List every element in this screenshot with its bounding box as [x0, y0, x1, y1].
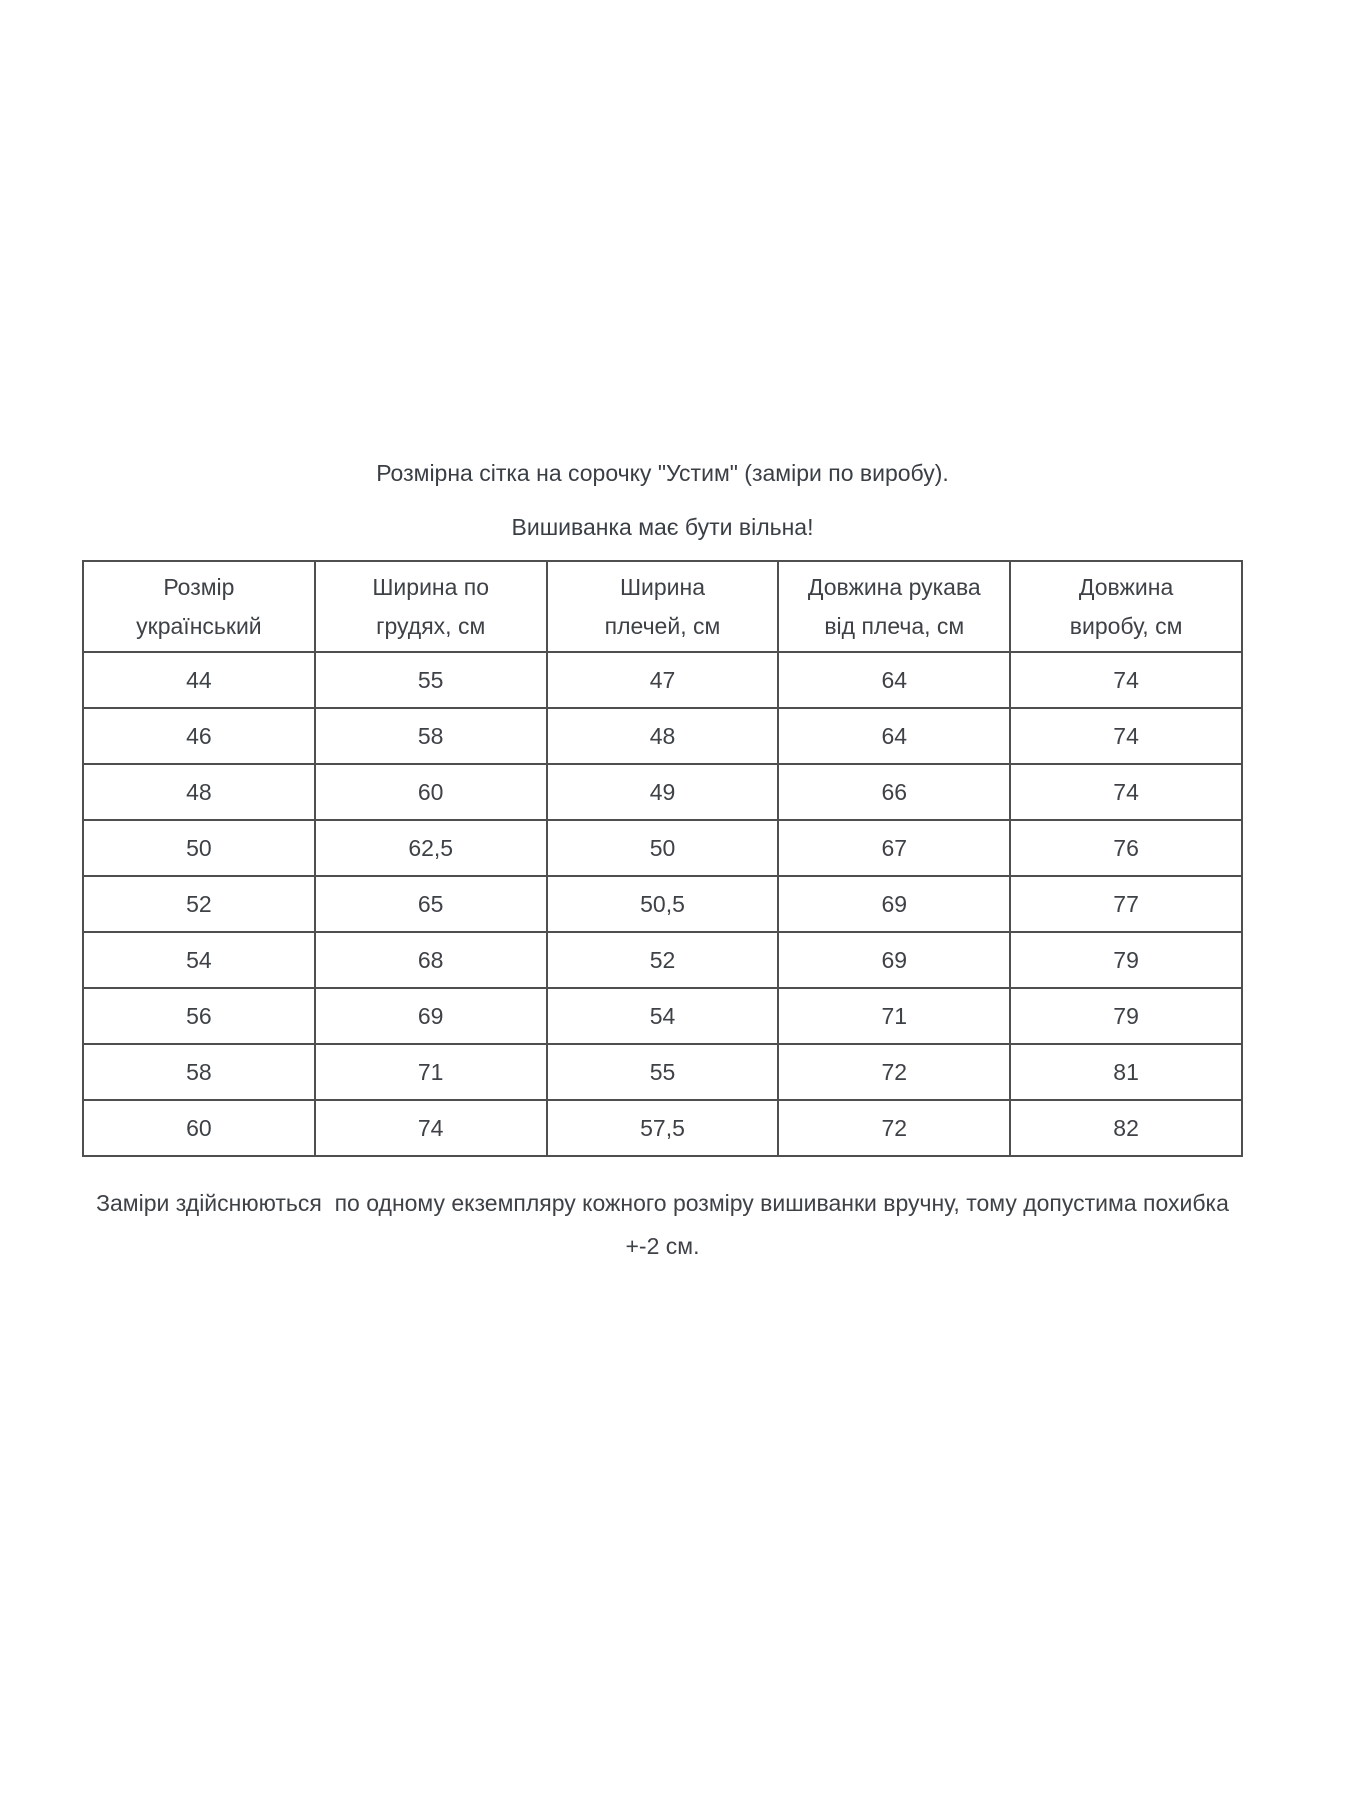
- table-cell: 50: [545, 819, 780, 877]
- column-header-size: Розмір український: [82, 560, 316, 653]
- table-cell: 54: [545, 987, 780, 1045]
- column-header-line: Ширина по: [372, 573, 490, 600]
- table-cell: 68: [313, 931, 548, 989]
- table-cell: 74: [313, 1099, 548, 1157]
- table-header-row: Розмір український Ширина по грудях, см …: [82, 560, 1243, 653]
- table-cell: 54: [82, 931, 316, 989]
- column-header-sleeve-length: Довжина рукава від плеча, см: [777, 560, 1012, 653]
- table-cell: 62,5: [313, 819, 548, 877]
- table-cell: 58: [82, 1043, 316, 1101]
- table-cell: 72: [777, 1043, 1012, 1101]
- table-cell: 52: [545, 931, 780, 989]
- column-header-garment-length: Довжина виробу, см: [1009, 560, 1243, 653]
- table-cell: 60: [313, 763, 548, 821]
- column-header-line: Ширина: [619, 573, 706, 600]
- column-header-line: Довжина: [1078, 573, 1174, 600]
- table-row: 52 65 50,5 69 77: [82, 875, 1243, 933]
- size-table: Розмір український Ширина по грудях, см …: [82, 560, 1243, 1157]
- table-cell: 81: [1009, 1043, 1243, 1101]
- table-row: 56 69 54 71 79: [82, 987, 1243, 1045]
- table-cell: 79: [1009, 931, 1243, 989]
- column-header-chest-width: Ширина по грудях, см: [313, 560, 548, 653]
- table-cell: 50,5: [545, 875, 780, 933]
- table-cell: 72: [777, 1099, 1012, 1157]
- table-cell: 77: [1009, 875, 1243, 933]
- column-header-line: плечей, см: [604, 612, 721, 639]
- table-cell: 82: [1009, 1099, 1243, 1157]
- table-cell: 74: [1009, 651, 1243, 709]
- column-header-line: грудях, см: [376, 612, 486, 639]
- table-cell: 65: [313, 875, 548, 933]
- table-row: 46 58 48 64 74: [82, 707, 1243, 765]
- table-cell: 74: [1009, 707, 1243, 765]
- table-row: 58 71 55 72 81: [82, 1043, 1243, 1101]
- table-cell: 64: [777, 707, 1012, 765]
- size-table-header: Розмір український Ширина по грудях, см …: [82, 560, 1243, 653]
- table-cell: 74: [1009, 763, 1243, 821]
- table-cell: 50: [82, 819, 316, 877]
- table-cell: 69: [777, 931, 1012, 989]
- table-cell: 71: [313, 1043, 548, 1101]
- table-cell: 69: [777, 875, 1012, 933]
- table-row: 50 62,5 50 67 76: [82, 819, 1243, 877]
- table-cell: 57,5: [545, 1099, 780, 1157]
- column-header-line: від плеча, см: [824, 612, 965, 639]
- table-cell: 66: [777, 763, 1012, 821]
- size-table-body: 44 55 47 64 74 46 58 48 64 74 48 60 49 6…: [82, 651, 1243, 1157]
- column-header-line: український: [136, 612, 262, 639]
- table-cell: 67: [777, 819, 1012, 877]
- table-cell: 60: [82, 1099, 316, 1157]
- page-title: Розмірна сітка на сорочку "Устим" (замір…: [376, 460, 949, 486]
- table-cell: 76: [1009, 819, 1243, 877]
- table-cell: 44: [82, 651, 316, 709]
- column-header-line: Довжина рукава: [807, 573, 981, 600]
- table-cell: 47: [545, 651, 780, 709]
- table-cell: 52: [82, 875, 316, 933]
- measurement-note: Заміри здійснюються по одному екземпляру…: [96, 1190, 1236, 1259]
- table-cell: 79: [1009, 987, 1243, 1045]
- table-row: 44 55 47 64 74: [82, 651, 1243, 709]
- table-cell: 56: [82, 987, 316, 1045]
- table-cell: 71: [777, 987, 1012, 1045]
- table-cell: 48: [545, 707, 780, 765]
- table-row: 60 74 57,5 72 82: [82, 1099, 1243, 1157]
- table-cell: 55: [545, 1043, 780, 1101]
- table-cell: 49: [545, 763, 780, 821]
- table-cell: 48: [82, 763, 316, 821]
- table-cell: 69: [313, 987, 548, 1045]
- column-header-shoulder-width: Ширина плечей, см: [545, 560, 780, 653]
- table-row: 48 60 49 66 74: [82, 763, 1243, 821]
- table-cell: 58: [313, 707, 548, 765]
- column-header-line: Розмір: [163, 573, 235, 600]
- table-cell: 55: [313, 651, 548, 709]
- column-header-line: виробу, см: [1069, 612, 1183, 639]
- size-chart-section: Розмірна сітка на сорочку "Устим" (замір…: [82, 0, 1243, 1268]
- page-subtitle: Вишиванка має бути вільна!: [511, 514, 814, 540]
- table-cell: 64: [777, 651, 1012, 709]
- table-row: 54 68 52 69 79: [82, 931, 1243, 989]
- table-cell: 46: [82, 707, 316, 765]
